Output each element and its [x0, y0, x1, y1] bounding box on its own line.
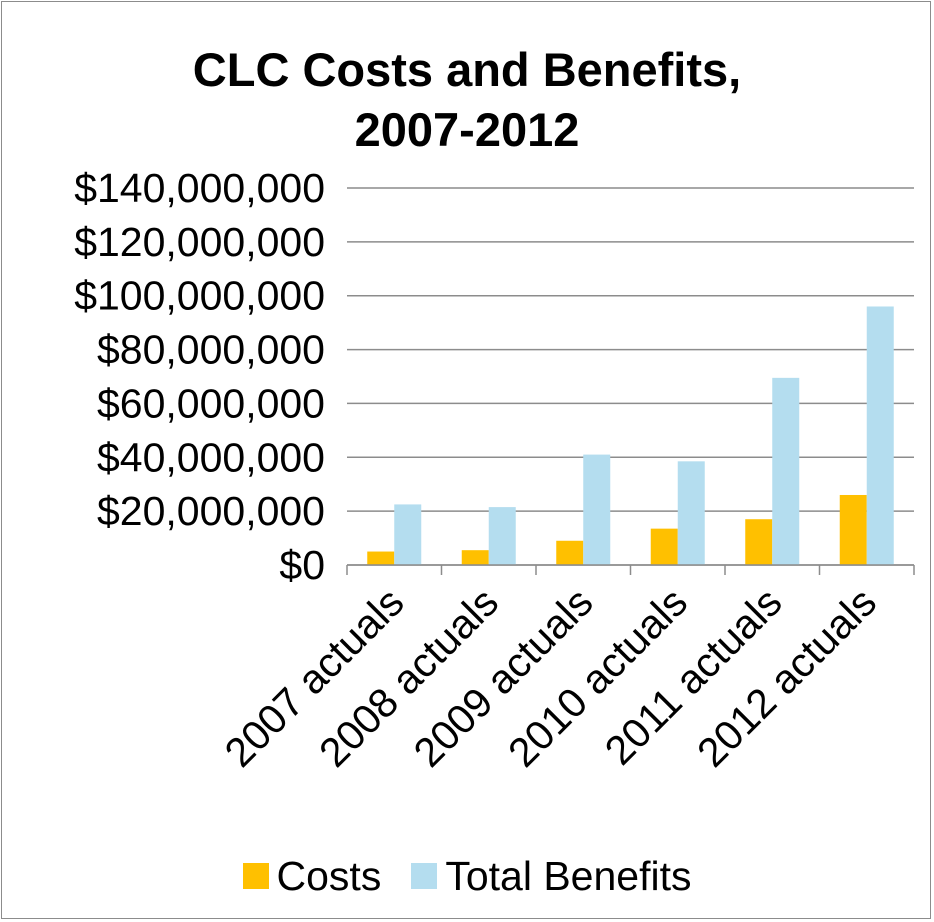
legend-item-costs: Costs — [242, 852, 382, 900]
bar-costs — [367, 551, 395, 565]
x-axis — [346, 564, 915, 575]
legend-swatch-costs — [242, 863, 269, 889]
bar-costs — [745, 519, 773, 565]
legend-swatch-total-benefits — [411, 863, 438, 889]
bar-total-benefits — [394, 504, 422, 565]
y-tick-label: $120,000,000 — [74, 219, 325, 265]
bar-costs — [556, 540, 584, 565]
chart-title: CLC Costs and Benefits, 2007-2012 — [0, 40, 934, 160]
chart-title-line-1: CLC Costs and Benefits, — [192, 43, 742, 96]
legend: Costs Total Benefits — [0, 848, 934, 904]
legend-label-total-benefits: Total Benefits — [445, 852, 692, 899]
bar-costs — [461, 550, 489, 565]
y-tick-label: $60,000,000 — [97, 380, 325, 426]
y-tick-label: $80,000,000 — [97, 327, 325, 373]
y-tick-label: $20,000,000 — [97, 488, 325, 534]
bar-costs — [650, 528, 678, 565]
y-tick-label: $40,000,000 — [97, 434, 325, 480]
y-tick-label: $100,000,000 — [74, 273, 325, 319]
y-tick-label: $0 — [279, 542, 325, 588]
y-tick-label: $140,000,000 — [74, 165, 325, 211]
gridlines — [347, 187, 914, 566]
bar-total-benefits — [488, 507, 516, 565]
bars — [367, 306, 894, 565]
bar-total-benefits — [866, 306, 894, 565]
bar-total-benefits — [772, 377, 800, 565]
legend-item-total-benefits: Total Benefits — [411, 853, 691, 900]
bar-costs — [839, 494, 867, 565]
chart-title-line-2: 2007-2012 — [354, 103, 580, 156]
bar-total-benefits — [583, 454, 611, 565]
y-axis-tick-labels: $0 $20,000,000 $40,000,000 $60,000,000 $80,0… — [74, 165, 325, 588]
bar-total-benefits — [677, 461, 705, 565]
legend-label-costs: Costs — [276, 852, 382, 899]
